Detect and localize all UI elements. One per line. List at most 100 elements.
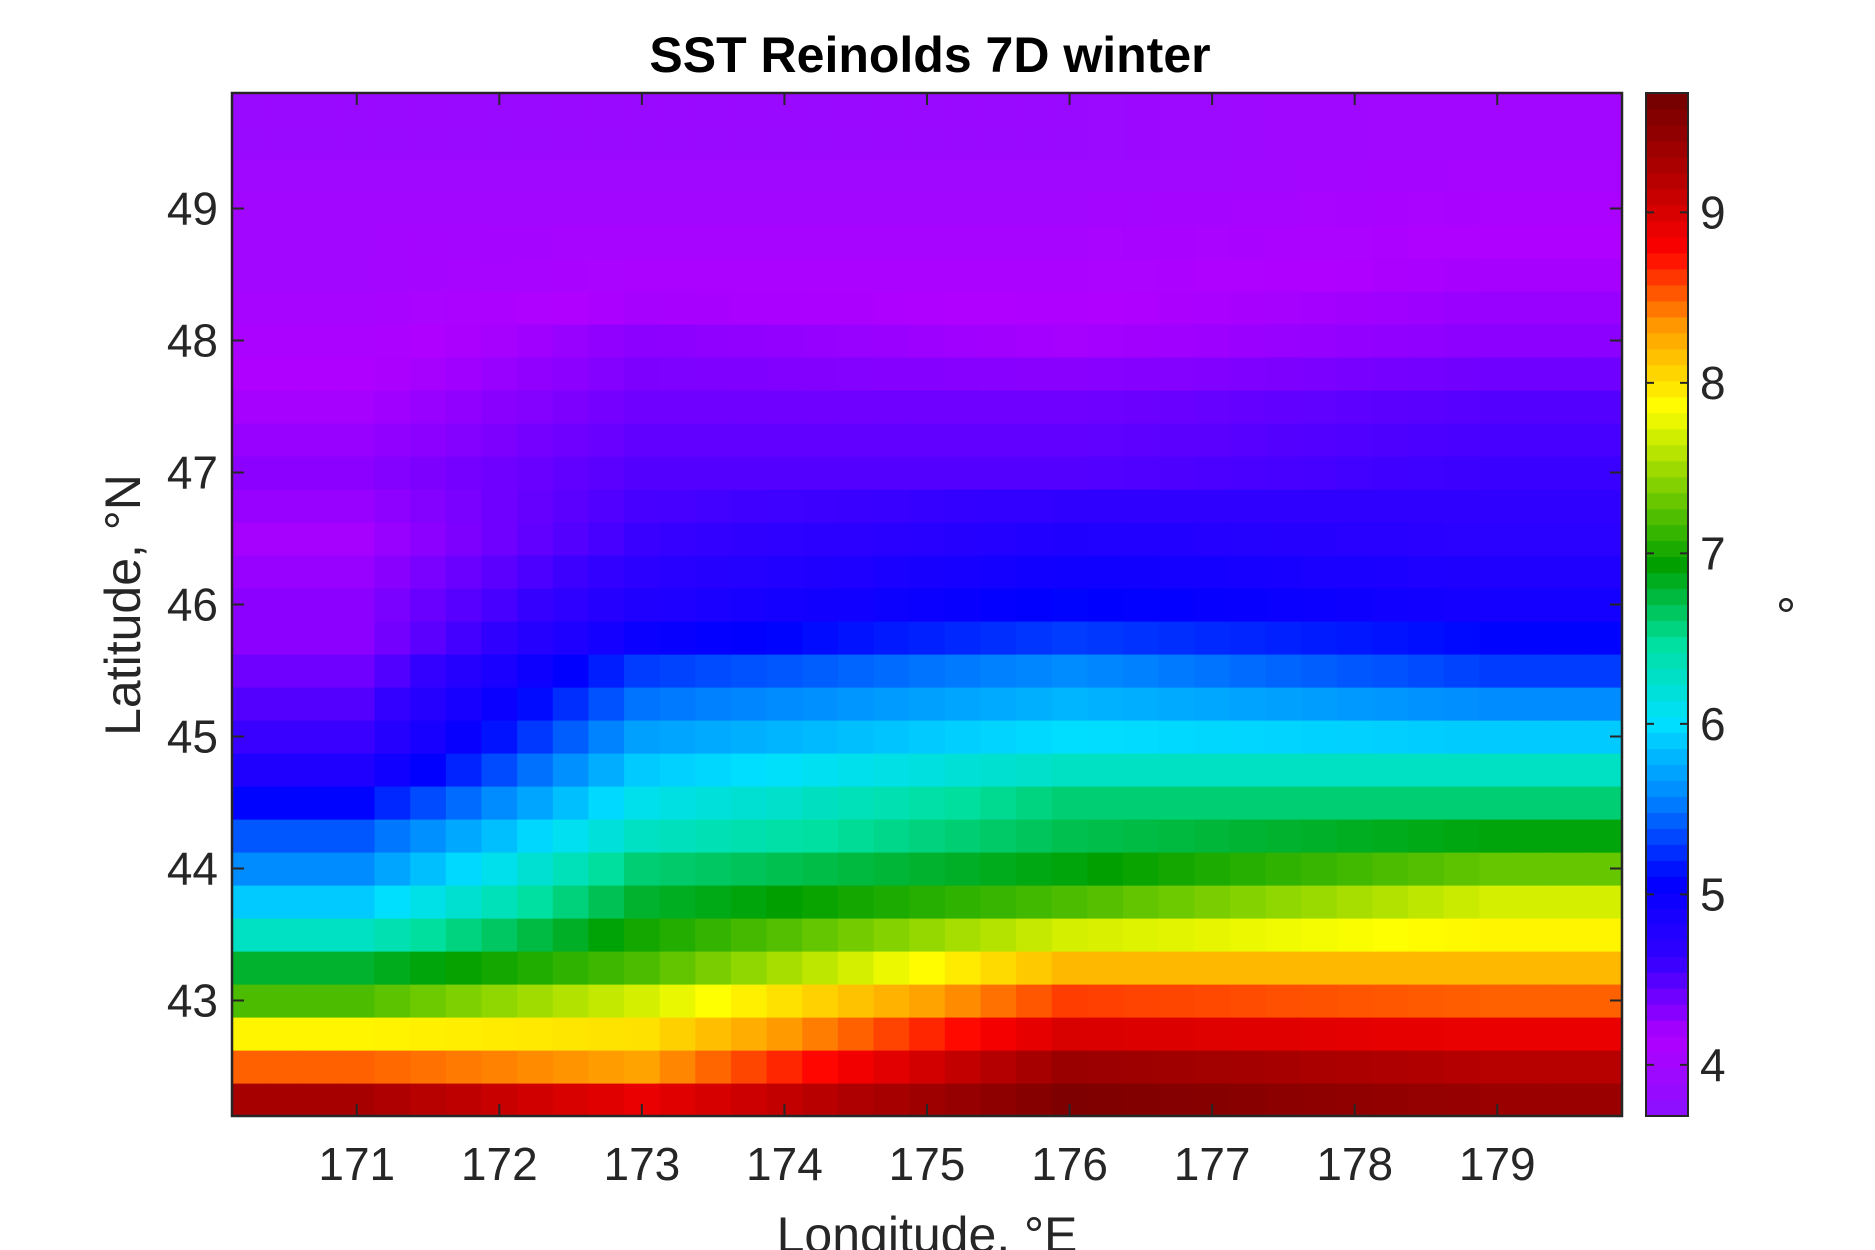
heatmap-cell: [1372, 588, 1409, 622]
heatmap-cell: [1194, 159, 1231, 193]
heatmap-cell: [1550, 522, 1587, 556]
colorbar-band: [1646, 204, 1688, 222]
heatmap-cell: [1301, 324, 1338, 358]
heatmap-cell: [1408, 291, 1445, 325]
heatmap-cell: [1051, 852, 1088, 886]
heatmap-cell: [267, 687, 304, 721]
x-tick-label: 179: [1459, 1138, 1536, 1190]
heatmap-cell: [374, 555, 411, 589]
heatmap-cell: [1087, 852, 1124, 886]
heatmap-cell: [1087, 291, 1124, 325]
heatmap-cell: [1336, 654, 1374, 688]
heatmap-cell: [980, 357, 1017, 391]
heatmap-cell: [624, 819, 661, 853]
heatmap-cell: [730, 753, 768, 787]
heatmap-cell: [517, 159, 554, 193]
heatmap-cell: [588, 126, 625, 160]
heatmap-cell: [1194, 885, 1231, 919]
colorbar-band: [1646, 1052, 1688, 1069]
heatmap-cell: [1123, 687, 1160, 721]
heatmap-cell: [1123, 588, 1160, 622]
heatmap-cell: [445, 1017, 483, 1051]
heatmap-cell: [944, 1083, 982, 1117]
heatmap-cell: [1550, 852, 1587, 886]
heatmap-cell: [802, 918, 839, 952]
heatmap-cell: [410, 819, 447, 853]
heatmap-cell: [303, 1017, 340, 1051]
heatmap-cell: [695, 258, 732, 292]
heatmap-cell: [1087, 192, 1124, 226]
y-axis-ticks: 43 44 45 46 47 48 49: [167, 183, 1622, 1027]
heatmap-cell: [1016, 984, 1053, 1018]
heatmap-cell: [1372, 819, 1409, 853]
heatmap-cell: [552, 423, 590, 457]
heatmap-cell: [374, 159, 411, 193]
heatmap-cell: [659, 291, 696, 325]
heatmap-cell: [1158, 885, 1195, 919]
heatmap-cell: [624, 621, 661, 655]
heatmap-cell: [1051, 456, 1088, 490]
heatmap-cell: [1123, 159, 1160, 193]
heatmap-cell: [944, 621, 982, 655]
heatmap-cell: [909, 159, 946, 193]
heatmap-cell: [802, 225, 839, 259]
heatmap-cell: [1372, 390, 1409, 424]
heatmap-cell: [1372, 192, 1409, 226]
heatmap-cell: [410, 918, 447, 952]
heatmap-cell: [1586, 918, 1623, 952]
heatmap-cell: [1301, 1083, 1338, 1117]
heatmap-cell: [374, 885, 411, 919]
heatmap-cell: [1051, 1017, 1088, 1051]
heatmap-cell: [730, 786, 768, 820]
heatmap-cell: [1123, 786, 1160, 820]
heatmap-cell: [410, 258, 447, 292]
heatmap-cell: [1336, 621, 1374, 655]
heatmap-cell: [517, 786, 554, 820]
heatmap-cell: [980, 324, 1017, 358]
heatmap-cell: [1408, 852, 1445, 886]
heatmap-cell: [1158, 192, 1195, 226]
heatmap-cell: [1550, 456, 1587, 490]
heatmap-cell: [1016, 588, 1053, 622]
heatmap-cell: [232, 1017, 269, 1051]
heatmap-cell: [1265, 489, 1302, 523]
heatmap-cell: [481, 885, 518, 919]
heatmap-cell: [1586, 654, 1623, 688]
heatmap-cell: [232, 918, 269, 952]
heatmap-cell: [1016, 522, 1053, 556]
heatmap-cell: [517, 1050, 554, 1084]
heatmap-cell: [1586, 555, 1623, 589]
colorbar-band: [1646, 620, 1688, 638]
heatmap-cell: [695, 1017, 732, 1051]
heatmap-cell: [1123, 93, 1160, 127]
heatmap-cell: [1265, 390, 1302, 424]
heatmap-cell: [303, 654, 340, 688]
heatmap-cell: [1016, 951, 1053, 985]
heatmap-cell: [1443, 456, 1481, 490]
heatmap-cell: [944, 225, 982, 259]
heatmap-cell: [944, 687, 982, 721]
heatmap-cell: [481, 621, 518, 655]
heatmap-cell: [980, 786, 1017, 820]
heatmap-cell: [1515, 885, 1552, 919]
heatmap-cell: [410, 423, 447, 457]
heatmap-cell: [410, 357, 447, 391]
heatmap-cell: [909, 192, 946, 226]
heatmap-cell: [730, 357, 768, 391]
heatmap-cell: [1336, 1050, 1374, 1084]
heatmap-cell: [588, 390, 625, 424]
heatmap-cell: [1443, 852, 1481, 886]
heatmap-cell: [730, 390, 768, 424]
heatmap-cell: [1087, 786, 1124, 820]
heatmap-cell: [837, 819, 875, 853]
heatmap-cell: [659, 786, 696, 820]
heatmap-cell: [1443, 390, 1481, 424]
heatmap-cell: [1336, 951, 1374, 985]
heatmap-cell: [624, 324, 661, 358]
heatmap-cell: [837, 588, 875, 622]
heatmap-cell: [1158, 324, 1195, 358]
heatmap-cell: [944, 522, 982, 556]
heatmap-cell: [1301, 951, 1338, 985]
heatmap-cell: [1016, 555, 1053, 589]
heatmap-cell: [1123, 951, 1160, 985]
